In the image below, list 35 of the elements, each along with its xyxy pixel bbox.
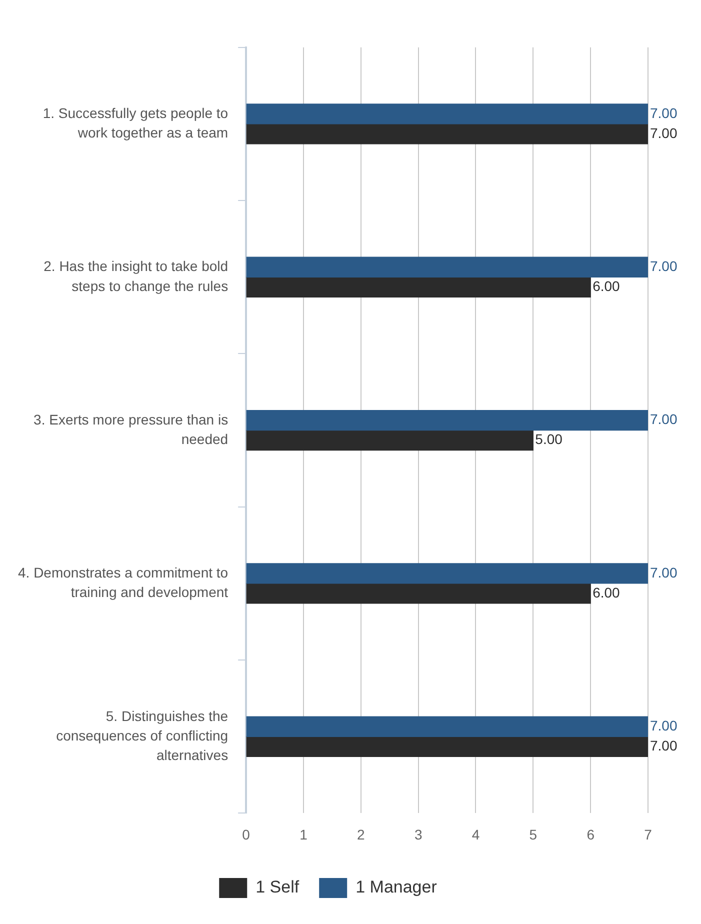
bar: [246, 736, 648, 757]
y-tick-label: 3. Exerts more pressure than is needed: [34, 411, 228, 447]
y-tick-label: 2. Has the insight to take bold steps to change the rules: [44, 258, 228, 294]
x-tick-label: 0: [242, 826, 250, 842]
legend-label: 1 Manager: [356, 878, 438, 897]
data-label: 7.00: [650, 104, 678, 121]
x-tick-label: 5: [529, 826, 538, 842]
bar: [246, 410, 648, 431]
bar: [246, 276, 591, 298]
bar: [246, 104, 648, 124]
legend-label: 1 Self: [256, 878, 300, 897]
bar: [246, 256, 648, 278]
bar: [246, 583, 591, 604]
data-label: 7.00: [650, 717, 678, 734]
x-tick-label: 7: [644, 826, 652, 842]
bar: [246, 716, 648, 737]
x-tick-label: 1: [300, 826, 308, 842]
x-tick-label: 4: [472, 826, 480, 842]
y-tick-label: 5. Distinguishes the consequences of conflicting alternatives: [56, 708, 228, 764]
data-label: 7.00: [650, 124, 678, 141]
data-label: 5.00: [535, 431, 563, 448]
data-label: 6.00: [592, 278, 620, 294]
data-label: 7.00: [650, 411, 678, 428]
y-tick-label: 1. Successfully gets people to work together as a team: [42, 105, 228, 141]
x-tick-label: 2: [357, 826, 366, 842]
bar: [246, 430, 534, 451]
y-tick-label: 4. Demonstrates a commitment to training and development: [18, 564, 228, 600]
data-label: 6.00: [592, 584, 620, 600]
data-label: 7.00: [650, 737, 678, 754]
x-tick-label: 6: [586, 826, 595, 842]
bar: [246, 563, 648, 584]
bar: [246, 124, 648, 144]
x-tick-label: 3: [414, 826, 422, 842]
data-label: 7.00: [650, 564, 678, 580]
data-label: 7.00: [650, 258, 678, 274]
